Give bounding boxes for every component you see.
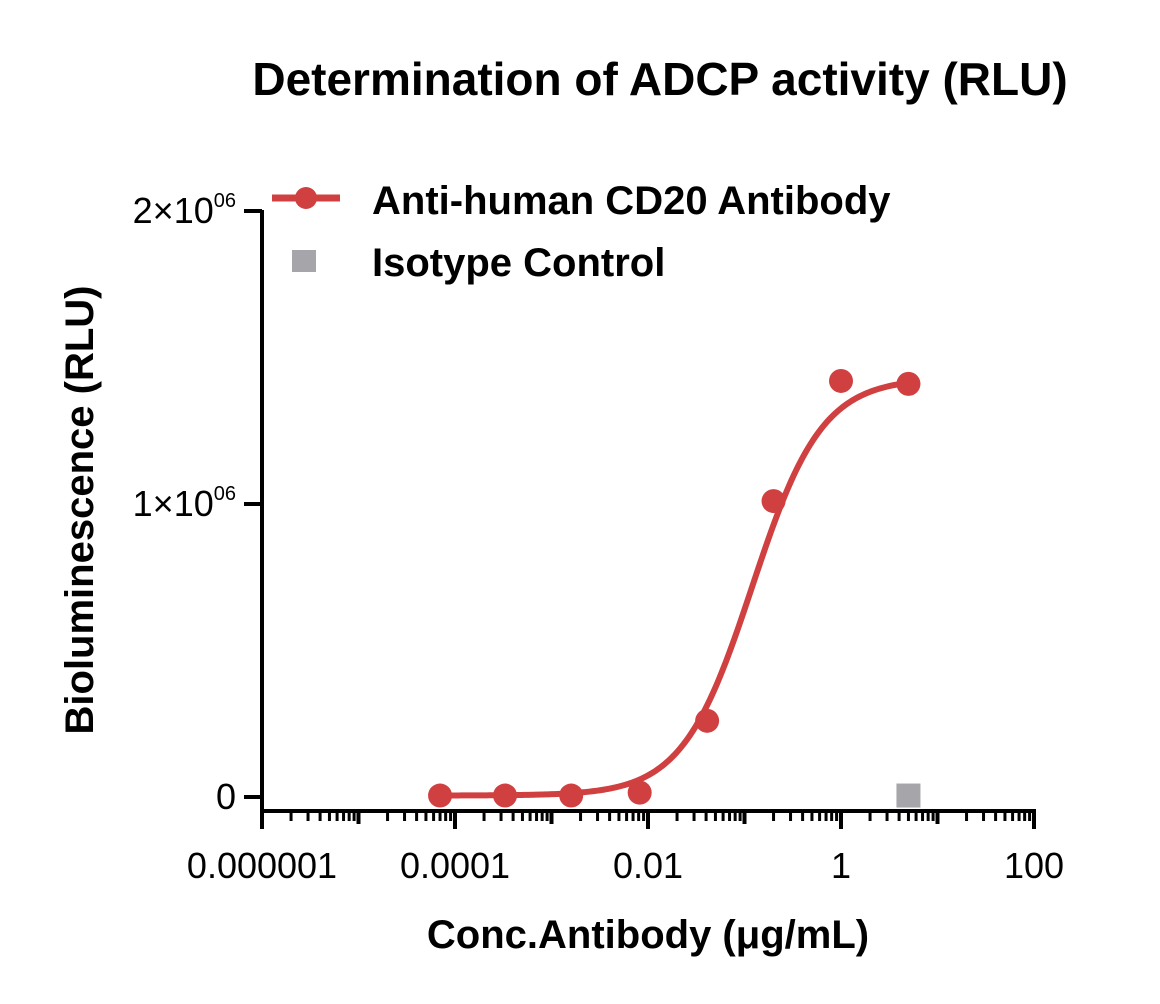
data-point-anti-cd20 xyxy=(627,780,652,805)
legend-item-anti-cd20: Anti-human CD20 Antibody xyxy=(272,179,891,223)
data-point-anti-cd20 xyxy=(695,708,720,733)
legend-item-isotype: Isotype Control xyxy=(292,241,665,285)
data-point-anti-cd20 xyxy=(829,368,853,393)
y-tick-label: 0 xyxy=(216,776,236,817)
axes xyxy=(260,210,1036,827)
x-tick-label: 1 xyxy=(831,845,851,886)
x-tick-label: 0.01 xyxy=(613,845,683,886)
y-tick-label: 1×1006 xyxy=(133,483,236,524)
chart-title: Determination of ADCP activity (RLU) xyxy=(252,53,1067,105)
data-point-anti-cd20 xyxy=(493,783,518,808)
y-axis-label: Bioluminescence (RLU) xyxy=(58,286,102,735)
data-point-anti-cd20 xyxy=(896,371,921,396)
fit-curve-anti-cd20 xyxy=(437,379,912,799)
data-point-anti-cd20 xyxy=(428,783,453,808)
x-axis-label: Conc.Antibody (μg/mL) xyxy=(427,913,869,957)
legend: Anti-human CD20 Antibody Isotype Control xyxy=(272,179,891,285)
data-point-anti-cd20 xyxy=(559,783,584,808)
data-point-anti-cd20 xyxy=(761,489,786,514)
x-tick-label: 0.000001 xyxy=(187,845,337,886)
y-tick-label: 2×1006 xyxy=(133,190,236,231)
data-point-isotype xyxy=(896,783,921,808)
legend-circle-marker xyxy=(295,187,317,209)
x-ticks: 0.000001 0.0001 0.01 1 100 xyxy=(187,811,1064,886)
legend-label-isotype: Isotype Control xyxy=(372,241,665,285)
series-layer xyxy=(428,368,921,808)
legend-label-anti-cd20: Anti-human CD20 Antibody xyxy=(372,179,891,223)
x-tick-label: 0.0001 xyxy=(400,845,510,886)
y-ticks: 0 1×1006 2×1006 xyxy=(133,190,262,817)
legend-square-marker xyxy=(292,250,316,272)
x-tick-label: 100 xyxy=(1004,845,1064,886)
